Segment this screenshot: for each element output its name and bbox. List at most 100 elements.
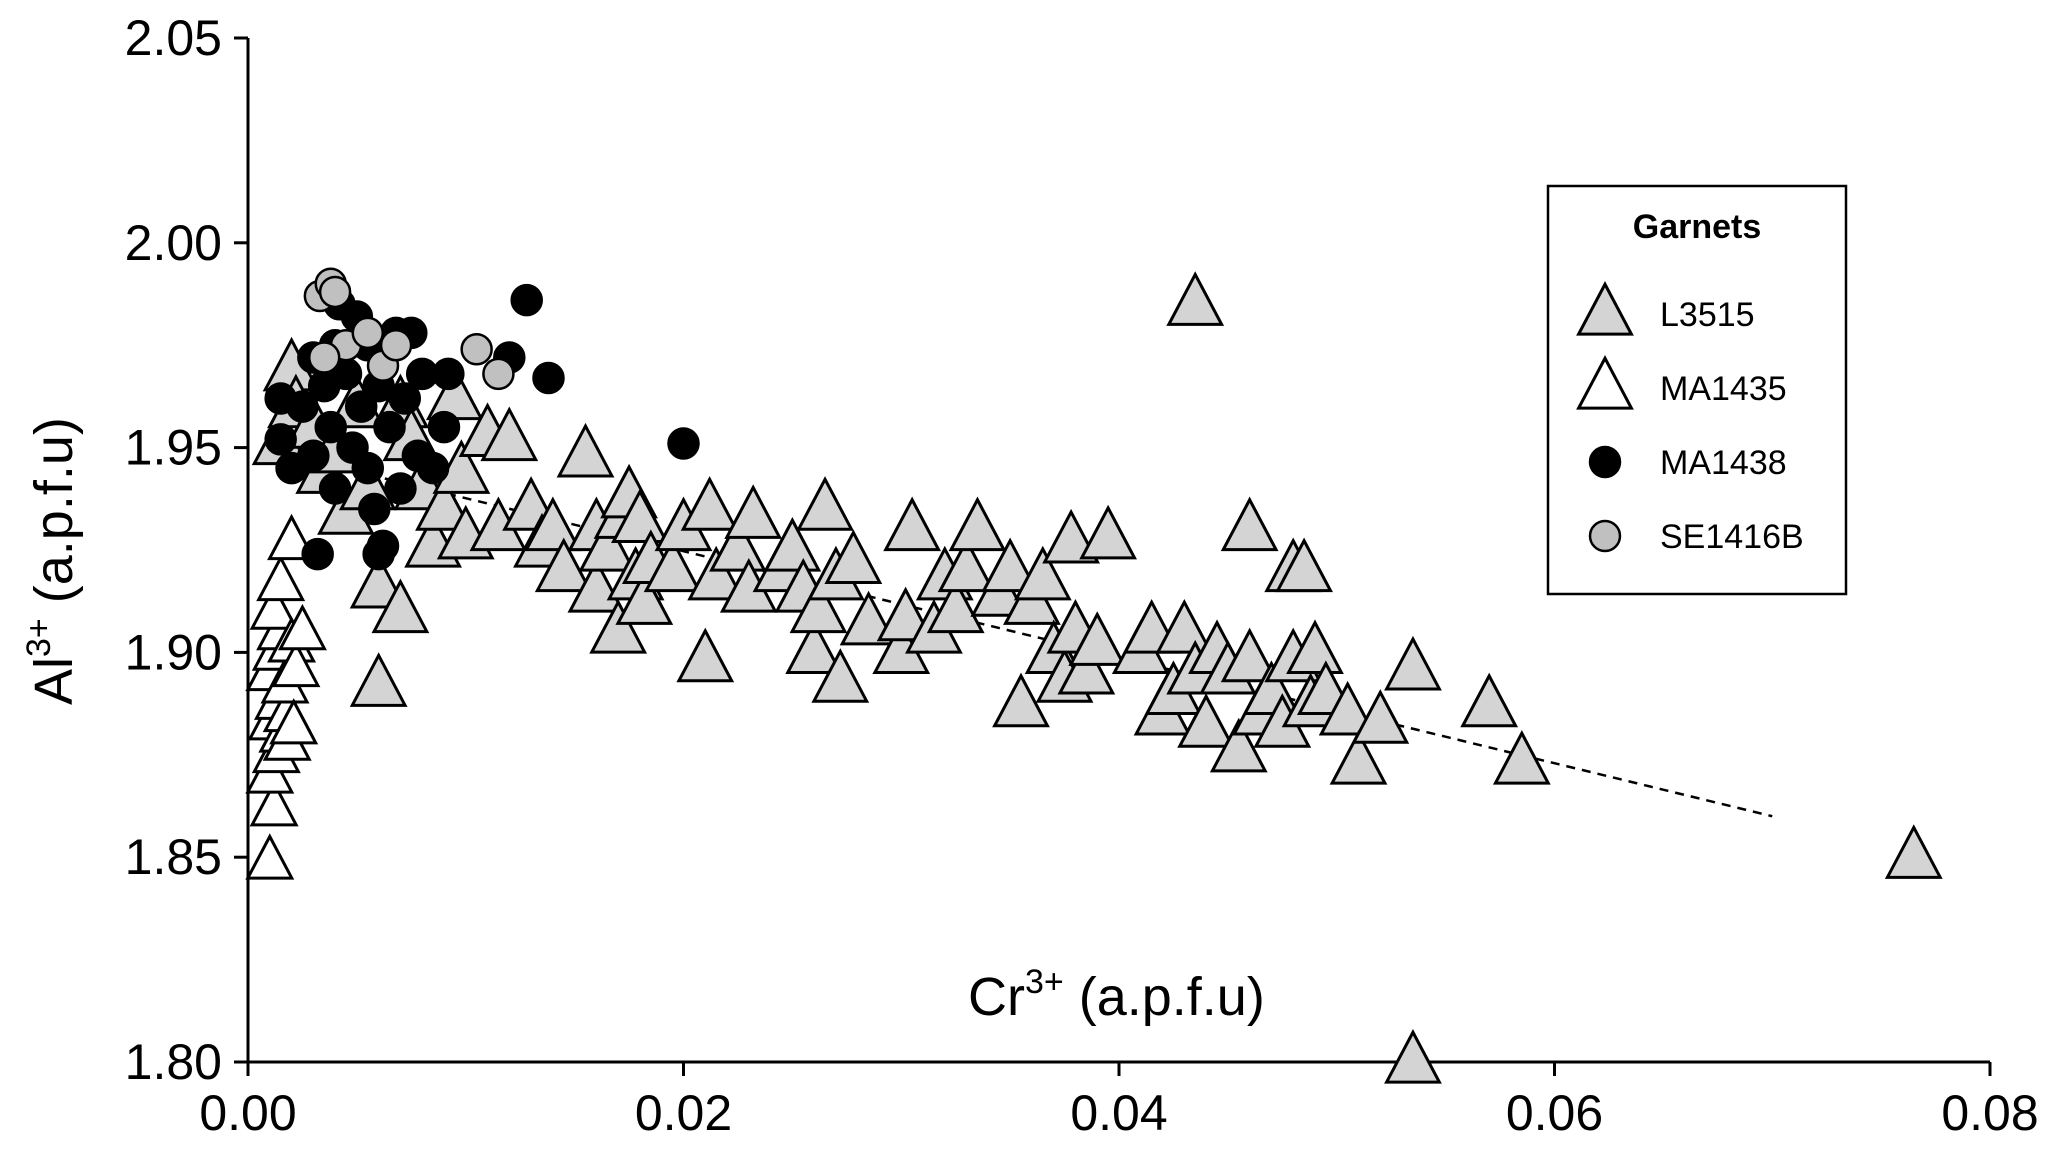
point-l3515 <box>349 553 408 609</box>
legend-marker-ma1438 <box>1588 445 1622 479</box>
point-ma1438 <box>427 410 461 444</box>
point-l3515 <box>480 406 539 462</box>
point-ma1438 <box>301 537 334 571</box>
point-l3515 <box>789 578 848 634</box>
legend-marker-ma1435 <box>1576 355 1634 410</box>
legend-marker-l3515 <box>1576 281 1634 336</box>
x-tick-label: 0.06 <box>1506 1085 1603 1141</box>
point-se1416b <box>318 275 352 309</box>
point-l3515 <box>724 484 783 539</box>
point-l3515 <box>1318 680 1377 736</box>
point-ma1435 <box>271 640 321 688</box>
legend-item-se1416b: SE1416B <box>1588 518 1804 556</box>
point-l3515 <box>785 619 844 675</box>
series-se1416b <box>303 267 515 391</box>
point-ma1438 <box>314 410 347 444</box>
point-ma1438 <box>351 451 385 485</box>
point-ma1438 <box>384 472 417 505</box>
legend: Garnets L3515 MA1435 MA1438 SE1416B <box>1546 184 1848 596</box>
point-l3515 <box>615 570 674 625</box>
legend-items: L3515 MA1435 MA1438 SE1416B <box>1576 281 1804 556</box>
point-l3515 <box>680 476 739 531</box>
point-l3515 <box>1209 717 1268 773</box>
point-l3515 <box>1220 627 1279 683</box>
point-se1416b <box>379 328 413 362</box>
y-tick-label: 2.05 <box>125 10 222 66</box>
legend-item-ma1435: MA1435 <box>1576 355 1787 410</box>
point-l3515 <box>1286 619 1344 675</box>
point-l3515 <box>1042 508 1100 564</box>
legend-label: MA1438 <box>1660 444 1787 482</box>
point-l3515 <box>589 598 648 654</box>
x-tick-label: 0.00 <box>199 1085 296 1141</box>
y-tick-label: 1.80 <box>125 1034 222 1090</box>
point-ma1438 <box>318 472 352 505</box>
point-se1416b <box>351 316 385 350</box>
x-tick-label: 0.08 <box>1941 1085 2038 1141</box>
point-l3515 <box>371 578 430 634</box>
point-l3515 <box>824 529 883 584</box>
point-ma1438 <box>388 382 422 415</box>
legend-marker-se1416b <box>1588 519 1622 553</box>
point-l3515 <box>1329 730 1388 785</box>
point-l3515 <box>796 476 854 531</box>
point-l3515 <box>349 652 408 707</box>
point-l3515 <box>1155 598 1214 654</box>
point-ma1438 <box>286 390 319 423</box>
series-ma1435 <box>245 513 327 880</box>
point-l3515 <box>1013 545 1072 601</box>
point-ma1438 <box>432 357 465 391</box>
point-ma1438 <box>264 423 297 456</box>
point-ma1438 <box>344 390 378 423</box>
point-l3515 <box>981 537 1040 593</box>
point-ma1438 <box>667 427 700 460</box>
point-l3515 <box>676 627 735 683</box>
point-se1416b <box>460 333 493 366</box>
point-l3515 <box>415 476 473 531</box>
point-l3515 <box>992 672 1050 728</box>
y-tick-label: 1.90 <box>125 624 222 680</box>
ticks: 1.80 1.85 1.90 1.95 2.00 2.05 0.00 0.02 0.04 0.06… <box>125 10 2039 1141</box>
legend-title: Garnets <box>1633 208 1762 246</box>
point-l3515 <box>1384 1029 1442 1084</box>
point-l3515 <box>1177 693 1235 748</box>
y-axis-title: Al3+ (a.p.f.u) <box>20 417 84 705</box>
y-tick-label: 1.95 <box>125 420 222 476</box>
point-l3515 <box>763 517 822 572</box>
point-ma1438 <box>366 529 400 563</box>
point-l3515 <box>1220 496 1279 552</box>
point-l3515 <box>1057 639 1116 695</box>
point-l3515 <box>643 537 702 593</box>
point-l3515 <box>811 648 870 703</box>
y-tick-label: 2.00 <box>125 215 222 271</box>
point-l3515 <box>1492 730 1551 785</box>
series-ma1438 <box>264 283 700 571</box>
point-ma1435 <box>249 780 299 827</box>
point-l3515 <box>687 545 746 601</box>
point-l3515 <box>876 586 935 642</box>
point-l3515 <box>1884 824 1943 879</box>
point-l3515 <box>883 496 942 552</box>
point-ma1435 <box>249 583 299 630</box>
point-l3515 <box>937 537 996 593</box>
point-ma1438 <box>297 439 330 473</box>
point-l3515 <box>1384 635 1442 691</box>
point-l3515 <box>709 517 767 572</box>
point-l3515 <box>926 578 985 634</box>
point-ma1435 <box>256 554 306 602</box>
point-se1416b <box>482 357 515 391</box>
point-ma1435 <box>245 833 295 880</box>
point-ma1435 <box>277 603 327 651</box>
point-l3515 <box>578 517 637 572</box>
data-points <box>245 267 1943 1084</box>
point-l3515 <box>611 488 669 543</box>
point-ma1438 <box>373 410 406 444</box>
y-tick-label: 1.85 <box>125 829 222 885</box>
legend-item-l3515: L3515 <box>1576 281 1755 336</box>
point-l3515 <box>1068 611 1127 666</box>
legend-label: MA1435 <box>1660 370 1787 408</box>
point-l3515 <box>1460 672 1519 728</box>
series-l3515 <box>251 271 1943 1084</box>
